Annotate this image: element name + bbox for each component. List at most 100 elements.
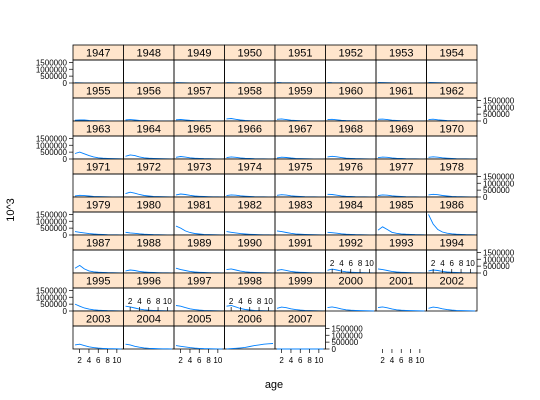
panel-year-label: 1967 <box>288 124 312 136</box>
panel-year-label: 1976 <box>339 162 363 174</box>
panel-1953: 1953 <box>375 44 427 84</box>
panel-year-label: 1969 <box>389 124 413 136</box>
series-line-1978 <box>428 193 475 198</box>
x-tick-label: 4 <box>137 297 142 306</box>
x-tick-label: 4 <box>390 356 395 365</box>
panel-year-label: 1961 <box>389 86 413 98</box>
panel-year-label: 1964 <box>137 124 161 136</box>
y-tick-label: 1000000 <box>483 179 515 188</box>
y-tick-label: 1500000 <box>36 210 68 219</box>
y-tick-label: 0 <box>483 117 488 126</box>
series-line-1983 <box>276 230 324 236</box>
panel-2002: 2002 <box>426 272 478 312</box>
panel-2007: 2007 <box>274 310 326 350</box>
panel-year-label: 1974 <box>238 162 262 174</box>
series-line-1979 <box>74 231 122 236</box>
x-tick-label: 10 <box>112 356 121 365</box>
panel-year-label: 1954 <box>440 48 464 60</box>
panel-frame <box>426 135 478 160</box>
panel-year-label: 1975 <box>288 162 312 174</box>
series-line-1974 <box>226 194 273 198</box>
x-tick-label: 6 <box>96 356 101 365</box>
panel-frame <box>375 211 427 236</box>
panel-year-label: 1971 <box>86 162 110 174</box>
panel-1949: 1949 <box>173 44 225 84</box>
y-tick-label: 500000 <box>332 338 359 347</box>
panel-frame <box>123 211 175 236</box>
y-tick-label: 500000 <box>483 110 510 119</box>
series-line-1977 <box>377 194 425 198</box>
panel-year-label: 1966 <box>238 124 262 136</box>
y-tick-label: 0 <box>63 307 68 316</box>
x-tick-label: 4 <box>87 356 92 365</box>
x-tick-label: 2 <box>431 259 436 268</box>
panel-2000: 2000 <box>325 272 377 312</box>
panel-1962: 1962 <box>426 82 478 122</box>
x-tick-label: 10 <box>365 259 374 268</box>
panel-year-label: 1991 <box>288 238 312 250</box>
panel-1978: 1978 <box>426 158 478 198</box>
panel-1969: 1969 <box>375 120 427 160</box>
x-tick-label: 8 <box>156 297 161 306</box>
panel-year-label: 2001 <box>389 276 413 288</box>
panel-frame <box>325 97 377 122</box>
series-line-1984 <box>327 231 374 236</box>
panel-1964: 1964 <box>123 120 175 160</box>
panel-frame <box>224 211 276 236</box>
panel-year-label: 1989 <box>187 238 211 250</box>
panel-year-label: 1951 <box>288 48 312 60</box>
panel-frame <box>274 325 326 350</box>
panel-frame <box>274 59 326 84</box>
panel-1965: 1965 <box>173 120 225 160</box>
panel-year-label: 1997 <box>187 276 211 288</box>
x-tick-label: 6 <box>298 356 303 365</box>
x-tick-label: 8 <box>358 259 363 268</box>
panel-frame <box>72 249 124 274</box>
y-tick-label: 1000000 <box>483 103 515 112</box>
panel-year-label: 1962 <box>440 86 464 98</box>
series-line-1975 <box>276 194 324 198</box>
series-line-1985 <box>377 226 425 236</box>
x-tick-label: 6 <box>349 259 354 268</box>
y-tick-label: 1500000 <box>483 96 515 105</box>
panel-frame <box>72 135 124 160</box>
series-line-1970 <box>428 156 475 160</box>
panel-1997: 1997 <box>173 272 225 312</box>
x-tick-label: 4 <box>188 356 193 365</box>
x-tick-label: 10 <box>264 297 273 306</box>
series-line-1976 <box>327 193 374 198</box>
panel-1981: 1981 <box>173 196 225 236</box>
panel-frame <box>123 249 175 274</box>
panel-year-label: 1950 <box>238 48 262 60</box>
panel-grid: 1947 1948 1949 1950 1951 1952 1953 1954 1955 1956… <box>72 44 478 350</box>
panel-frame <box>72 59 124 84</box>
series-line-1963 <box>74 151 122 160</box>
panel-1956: 1956 <box>123 82 175 122</box>
panel-frame <box>72 173 124 198</box>
panel-1990: 1990 <box>224 234 276 274</box>
y-tick-label: 1000000 <box>36 217 68 226</box>
panel-frame <box>123 97 175 122</box>
panel-1963: 1963 <box>72 120 124 160</box>
panel-year-label: 1983 <box>288 200 312 212</box>
series-line-1981 <box>175 225 223 236</box>
y-tick-label: 500000 <box>40 300 67 309</box>
panel-frame <box>426 173 478 198</box>
panel-1954: 1954 <box>426 44 478 84</box>
panel-1948: 1948 <box>123 44 175 84</box>
x-tick-label: 4 <box>440 259 445 268</box>
series-line-1965 <box>175 156 223 160</box>
panel-year-label: 1990 <box>238 238 262 250</box>
panel-frame <box>173 97 225 122</box>
panel-year-label: 1994 <box>440 238 464 250</box>
x-tick-label: 8 <box>307 356 312 365</box>
y-tick-label: 0 <box>483 193 488 202</box>
panel-year-label: 1973 <box>187 162 211 174</box>
panel-year-label: 1986 <box>440 200 464 212</box>
series-line-1973 <box>175 193 223 198</box>
panel-year-label: 1960 <box>339 86 363 98</box>
panel-frame <box>173 211 225 236</box>
series-line-1989 <box>175 267 223 274</box>
y-tick-label: 1500000 <box>36 134 68 143</box>
panel-frame <box>123 173 175 198</box>
